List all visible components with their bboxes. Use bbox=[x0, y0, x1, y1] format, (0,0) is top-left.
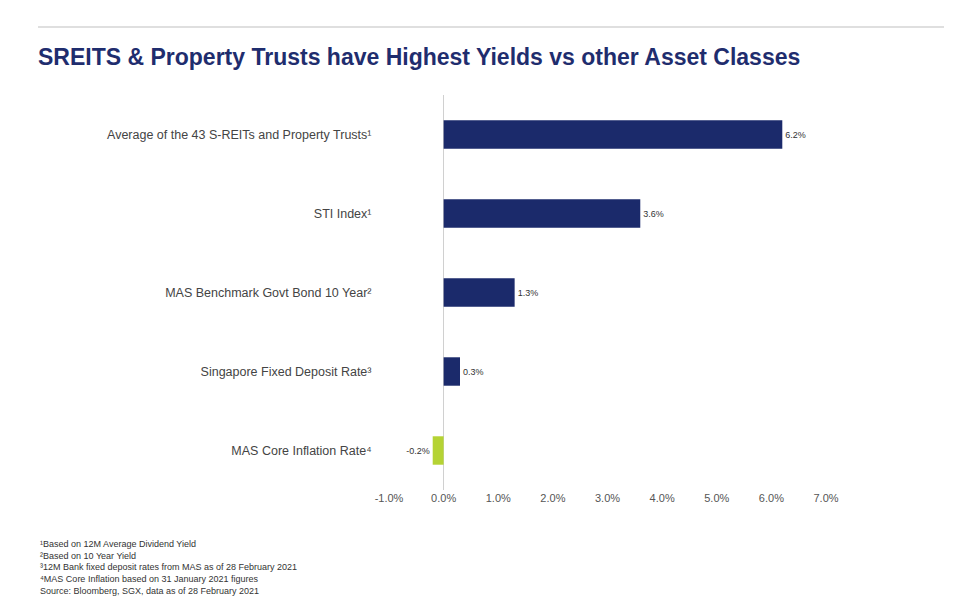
svg-text:0.3%: 0.3% bbox=[463, 367, 484, 377]
svg-text:6.2%: 6.2% bbox=[785, 130, 806, 140]
svg-text:3.6%: 3.6% bbox=[643, 209, 664, 219]
svg-text:Singapore Fixed Deposit Rate³: Singapore Fixed Deposit Rate³ bbox=[201, 365, 372, 379]
svg-text:1.3%: 1.3% bbox=[518, 288, 539, 298]
svg-text:7.0%: 7.0% bbox=[813, 492, 838, 504]
svg-text:MAS Core Inflation Rate⁴: MAS Core Inflation Rate⁴ bbox=[231, 444, 371, 458]
svg-text:3.0%: 3.0% bbox=[595, 492, 620, 504]
svg-text:Average of the 43 S-REITs and: Average of the 43 S-REITs and Property T… bbox=[107, 128, 371, 142]
svg-text:1.0%: 1.0% bbox=[486, 492, 511, 504]
svg-text:5.0%: 5.0% bbox=[704, 492, 729, 504]
svg-text:MAS Benchmark Govt Bond 10 Yea: MAS Benchmark Govt Bond 10 Year² bbox=[165, 286, 371, 300]
svg-text:0.0%: 0.0% bbox=[431, 492, 456, 504]
svg-text:-1.0%: -1.0% bbox=[375, 492, 404, 504]
svg-text:¹Based on 12M Average Dividend: ¹Based on 12M Average Dividend Yield²Bas… bbox=[40, 539, 297, 596]
svg-text:4.0%: 4.0% bbox=[650, 492, 675, 504]
svg-text:STI Index¹: STI Index¹ bbox=[314, 207, 372, 221]
svg-text:-0.2%: -0.2% bbox=[406, 446, 430, 456]
svg-text:2.0%: 2.0% bbox=[540, 492, 565, 504]
svg-text:SREITS & Property Trusts have: SREITS & Property Trusts have Highest Yi… bbox=[38, 44, 800, 70]
svg-text:6.0%: 6.0% bbox=[759, 492, 784, 504]
